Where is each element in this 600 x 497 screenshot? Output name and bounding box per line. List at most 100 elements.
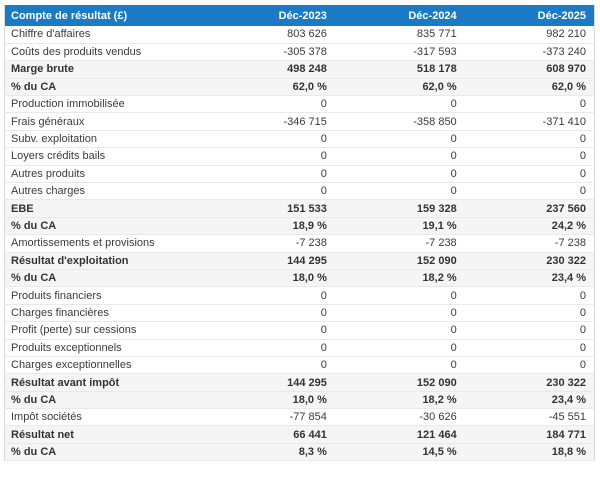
table-row: Marge brute 498 248 518 178 608 970: [4, 60, 595, 79]
row-value: 0: [464, 182, 595, 201]
table-row: Impôt sociétés -77 854 -30 626 -45 551: [4, 408, 595, 427]
table-row: Amortissements et provisions -7 238 -7 238…: [4, 234, 595, 253]
row-value: 24,2 %: [464, 217, 595, 236]
row-value: 0: [464, 130, 595, 149]
row-value: 8,3 %: [205, 443, 335, 462]
table-row: % du CA 18,9 % 19,1 % 24,2 %: [4, 217, 595, 236]
row-value: -346 715: [205, 112, 335, 131]
table-row: Charges exceptionnelles 0 0 0: [4, 356, 595, 375]
row-value: 0: [334, 321, 465, 340]
table-row: % du CA 18,0 % 18,2 % 23,4 %: [4, 391, 595, 410]
row-label: Chiffre d'affaires: [4, 26, 206, 44]
row-value: 0: [334, 286, 465, 305]
row-label: Résultat net: [4, 425, 206, 444]
row-value: 0: [464, 304, 595, 323]
table-row: Résultat avant impôt 144 295 152 090 230 32…: [4, 373, 595, 392]
table-row: Autres charges 0 0 0: [4, 182, 595, 201]
row-value: 184 771: [464, 425, 595, 444]
row-label: Impôt sociétés: [4, 408, 206, 427]
row-label: Profit (perte) sur cessions: [4, 321, 206, 340]
row-label: Coûts des produits vendus: [4, 43, 206, 62]
row-value: 0: [464, 165, 595, 184]
table-row: Subv. exploitation 0 0 0: [4, 130, 595, 149]
row-value: 0: [205, 304, 335, 323]
row-label: Charges exceptionnelles: [4, 356, 206, 375]
row-value: 237 560: [464, 199, 595, 218]
row-value: 159 328: [334, 199, 465, 218]
row-label: Charges financières: [4, 304, 206, 323]
row-value: 23,4 %: [464, 269, 595, 288]
row-value: 0: [205, 165, 335, 184]
table-row: Loyers crédits bails 0 0 0: [4, 147, 595, 166]
row-value: 0: [334, 339, 465, 357]
row-value: 151 533: [205, 199, 335, 218]
row-value: 498 248: [205, 60, 335, 79]
row-value: 0: [205, 321, 335, 340]
table-row: % du CA 8,3 % 14,5 % 18,8 %: [4, 443, 595, 462]
row-value: 18,8 %: [464, 443, 595, 462]
row-value: 0: [205, 182, 335, 201]
row-value: 0: [205, 95, 335, 114]
row-value: -45 551: [464, 408, 595, 427]
table-body: Chiffre d'affaires 803 626 835 771 982 210 C…: [4, 26, 595, 462]
table-row: % du CA 18,0 % 18,2 % 23,4 %: [4, 269, 595, 288]
row-value: 66 441: [205, 425, 335, 444]
row-value: 230 322: [464, 252, 595, 270]
row-label: Autres charges: [4, 182, 206, 201]
row-value: -7 238: [205, 234, 335, 253]
table-header-row: Compte de résultat (£) Déc-2023 Déc-2024…: [4, 5, 595, 26]
table-row: Produits financiers 0 0 0: [4, 286, 595, 305]
table-row: Autres produits 0 0 0: [4, 165, 595, 184]
table-row: Coûts des produits vendus -305 378 -317 59…: [4, 43, 595, 62]
table-row: Charges financières 0 0 0: [4, 304, 595, 323]
table-row: EBE 151 533 159 328 237 560: [4, 199, 595, 218]
row-value: -358 850: [334, 112, 465, 131]
row-label: Frais généraux: [4, 112, 206, 131]
row-label: % du CA: [4, 217, 206, 236]
row-value: 144 295: [205, 252, 335, 270]
row-label: Produits exceptionnels: [4, 339, 206, 357]
row-value: 0: [464, 339, 595, 357]
row-value: 0: [334, 356, 465, 375]
row-value: 62,0 %: [205, 78, 335, 97]
row-value: 835 771: [334, 26, 465, 44]
row-value: 62,0 %: [464, 78, 595, 97]
row-value: -305 378: [205, 43, 335, 62]
row-value: 0: [334, 147, 465, 166]
table-row: Frais généraux -346 715 -358 850 -371 410: [4, 112, 595, 131]
row-value: 0: [334, 304, 465, 323]
column-header-dec-2024: Déc-2024: [334, 5, 465, 26]
row-value: 0: [464, 95, 595, 114]
row-value: 18,2 %: [334, 391, 465, 410]
table-row: Profit (perte) sur cessions 0 0 0: [4, 321, 595, 340]
row-value: 0: [334, 95, 465, 114]
row-label: Amortissements et provisions: [4, 234, 206, 253]
row-label: Résultat avant impôt: [4, 373, 206, 392]
row-value: 982 210: [464, 26, 595, 44]
row-value: -77 854: [205, 408, 335, 427]
row-value: 230 322: [464, 373, 595, 392]
row-value: 518 178: [334, 60, 465, 79]
row-label: Marge brute: [4, 60, 206, 79]
row-label: Production immobilisée: [4, 95, 206, 114]
row-value: 0: [464, 147, 595, 166]
row-value: 18,9 %: [205, 217, 335, 236]
row-value: 0: [464, 321, 595, 340]
row-label: Subv. exploitation: [4, 130, 206, 149]
row-label: Produits financiers: [4, 286, 206, 305]
row-value: 152 090: [334, 252, 465, 270]
row-value: 19,1 %: [334, 217, 465, 236]
table-row: % du CA 62,0 % 62,0 % 62,0 %: [4, 78, 595, 97]
table-title: Compte de résultat (£): [4, 5, 206, 26]
row-label: Loyers crédits bails: [4, 147, 206, 166]
row-value: 803 626: [205, 26, 335, 44]
row-value: 152 090: [334, 373, 465, 392]
row-label: % du CA: [4, 443, 206, 462]
row-value: 23,4 %: [464, 391, 595, 410]
row-value: 18,0 %: [205, 391, 335, 410]
row-value: -30 626: [334, 408, 465, 427]
table-row: Résultat d'exploitation 144 295 152 090 230…: [4, 252, 595, 270]
row-value: 18,0 %: [205, 269, 335, 288]
row-label: Autres produits: [4, 165, 206, 184]
